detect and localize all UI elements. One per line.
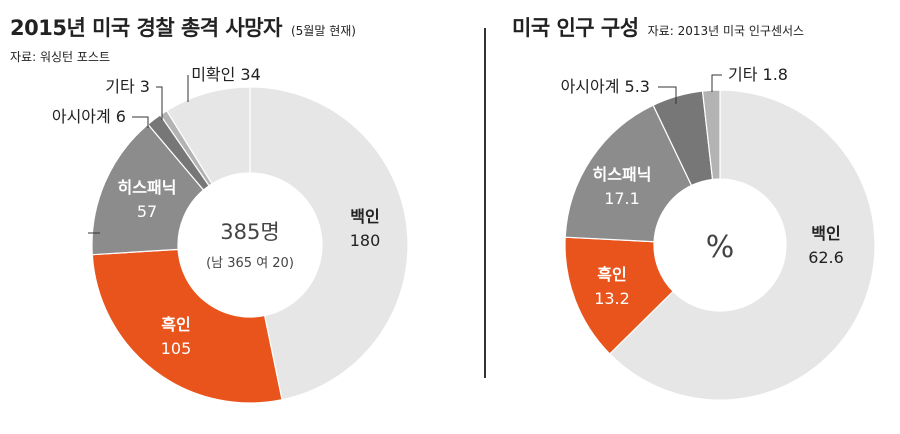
right-leader-4	[711, 74, 722, 92]
right-chart-title: 미국 인구 구성 자료: 2013년 미국 인구센서스	[512, 12, 804, 42]
left-leader-3	[132, 116, 149, 128]
right-value-1: 13.2	[594, 289, 630, 308]
left-source: 자료: 워싱턴 포스트	[10, 50, 110, 64]
right-outer-label-3: 아시아계 5.3	[561, 77, 650, 96]
right-donut	[564, 89, 876, 401]
left-slice-2	[91, 123, 205, 256]
left-chart-title: 2015년 미국 경찰 총격 사망자 (5월말 현재)	[10, 12, 356, 42]
right-outer-label-4: 기타 1.8	[728, 65, 788, 84]
left-center-note: (남 365 여 20)	[206, 256, 294, 271]
right-slice-0	[608, 89, 876, 401]
left-slice-0	[249, 86, 409, 401]
right-title-main: 미국 인구 구성	[512, 16, 639, 40]
left-value-1: 105	[161, 339, 192, 358]
right-label-2: 히스패닉	[593, 165, 652, 184]
right-center-value: %	[706, 230, 735, 265]
right-chart-panel: 미국 인구 구성 자료: 2013년 미국 인구센서스	[500, 0, 900, 434]
right-label-1: 흑인	[597, 265, 626, 284]
left-slice-1	[91, 248, 283, 404]
right-source: 자료: 2013년 미국 인구센서스	[647, 24, 805, 38]
left-label-1: 흑인	[161, 315, 190, 334]
left-donut	[91, 86, 409, 404]
left-outer-label-5: 미확인 34	[191, 65, 261, 84]
right-slice-4	[701, 89, 721, 181]
left-label-2: 히스패닉	[118, 178, 177, 197]
left-outer-label-3: 아시아계 6	[52, 107, 126, 126]
left-value-0: 180	[350, 231, 381, 250]
left-title-sub: (5월말 현재)	[290, 24, 356, 38]
panel-divider	[484, 28, 486, 378]
right-leader-3	[658, 86, 677, 104]
left-title-main: 2015년 미국 경찰 총격 사망자	[10, 16, 282, 40]
right-label-0: 백인	[811, 224, 840, 243]
right-value-0: 62.6	[808, 248, 844, 267]
right-value-2: 17.1	[604, 189, 640, 208]
left-outer-label-4: 기타 3	[105, 77, 150, 96]
left-leader-4	[156, 86, 163, 120]
left-chart-panel: 2015년 미국 경찰 총격 사망자 (5월말 현재) 자료: 워싱턴 포스트	[10, 12, 356, 64]
right-slice-2	[564, 104, 693, 243]
left-center-value: 385명	[220, 220, 279, 244]
left-value-2: 57	[137, 202, 157, 221]
left-label-0: 백인	[350, 207, 379, 226]
